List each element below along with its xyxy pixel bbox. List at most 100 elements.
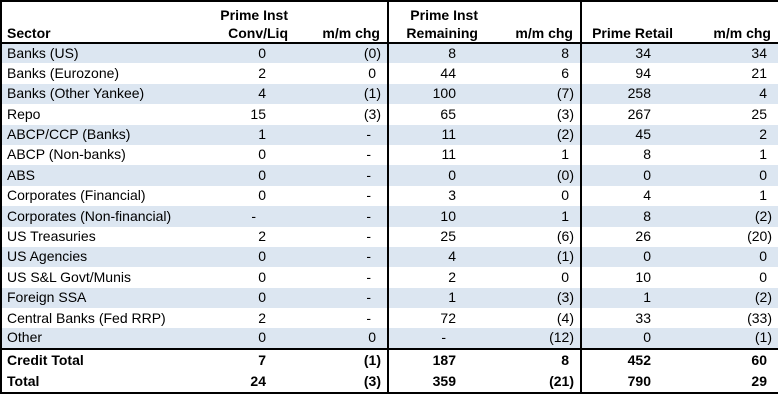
value-cell: 0 — [580, 328, 676, 349]
column-header-mm-chg-retail: m/m chg — [676, 1, 778, 44]
sector-cell: Central Banks (Fed RRP) — [7, 309, 166, 326]
value-cell: 0 — [258, 248, 266, 265]
value-cell: 25 — [387, 226, 481, 247]
value-cell: 0 — [368, 329, 376, 346]
value-cell: 25 — [751, 105, 767, 122]
table-row: US Agencies 0 -4 (1) 0 0 — [1, 246, 778, 268]
value-cell: 258 — [580, 83, 676, 105]
value-cell: (21) — [549, 372, 574, 389]
value-cell: 0 — [258, 146, 266, 163]
header-line2: Sector — [7, 24, 51, 41]
value-cell: 2 — [258, 309, 266, 326]
value-cell: 3 — [387, 185, 481, 207]
value-cell: (33) — [747, 309, 772, 326]
sector-cell: US S&L Govt/Munis — [7, 268, 131, 285]
table-header: Sector Prime Inst Conv/Liq m/m chg Prime… — [1, 1, 778, 44]
value-cell: 452 — [580, 347, 676, 371]
value-cell: 0 — [258, 44, 266, 61]
sector-cell: Credit Total — [1, 347, 206, 371]
value-cell: 10 — [580, 267, 676, 288]
value-cell: (6) — [556, 227, 574, 244]
value-cell: 0 — [368, 64, 376, 81]
value-cell: 1 — [580, 287, 676, 309]
header-line2: m/m chg — [322, 24, 380, 41]
value-cell: (1) — [754, 329, 772, 346]
value-cell: (2) — [556, 126, 574, 142]
sector-cell: Foreign SSA — [7, 289, 87, 306]
value-cell: - — [366, 309, 371, 326]
table-row: Credit Total 7 (1) 187 8 452 60 — [1, 347, 778, 371]
sector-cell: ABCP/CCP (Banks) — [7, 126, 131, 142]
value-cell: 0 — [561, 268, 569, 285]
value-cell: 11 — [387, 144, 481, 166]
value-cell: 15 — [250, 105, 266, 122]
value-cell: - — [366, 187, 371, 204]
header-line2: Remaining — [406, 24, 478, 41]
value-cell: 359 — [387, 370, 481, 393]
table-row: US Treasuries 2 -25 (6) 26 (20) — [1, 226, 778, 247]
value-cell: 4 — [759, 85, 767, 102]
value-cell: 34 — [580, 43, 676, 64]
value-cell: (0) — [556, 166, 574, 183]
value-cell: (3) — [363, 372, 381, 389]
table-row: Repo 15 (3) 65 (3) 267 25 — [1, 104, 778, 125]
sector-cell: Banks (Eurozone) — [7, 64, 120, 81]
sector-cell: Banks (Other Yankee) — [7, 85, 145, 102]
value-cell: 1 — [759, 146, 767, 163]
value-cell: 8 — [387, 43, 481, 64]
value-cell: (12) — [549, 329, 574, 346]
value-cell: 21 — [751, 64, 767, 81]
value-cell: (1) — [291, 347, 388, 371]
value-cell: 11 — [387, 124, 481, 145]
value-cell: (3) — [556, 105, 574, 122]
value-cell: 2 — [258, 227, 266, 244]
value-cell: 4 — [580, 185, 676, 207]
value-cell: 4 — [387, 246, 481, 268]
value-cell: 2 — [387, 267, 481, 288]
value-cell: 0 — [258, 187, 266, 204]
value-cell: 267 — [580, 104, 676, 125]
value-cell: (1) — [556, 248, 574, 265]
value-cell: (2) — [754, 207, 772, 224]
value-cell: 34 — [751, 44, 767, 61]
header-line2: m/m chg — [713, 24, 771, 41]
value-cell: - — [366, 227, 371, 244]
header-line1: Prime Inst — [220, 7, 288, 23]
value-cell: 4 — [258, 85, 266, 102]
sector-cell: Corporates (Non-financial) — [7, 207, 172, 224]
value-cell: 94 — [580, 63, 676, 84]
value-cell: 0 — [759, 248, 767, 265]
value-cell: - — [251, 207, 256, 224]
value-cell: 8 — [561, 44, 569, 61]
value-cell: 33 — [580, 308, 676, 329]
value-cell: (2) — [754, 289, 772, 306]
header-line2: Prime Retail — [592, 24, 673, 41]
value-cell: 0 — [561, 187, 569, 204]
table-row: Foreign SSA 0-1 (3) 1 (2) — [1, 287, 778, 309]
value-cell: 0 — [759, 166, 767, 183]
value-cell: 790 — [580, 370, 676, 393]
value-cell: - — [366, 268, 371, 285]
value-cell: 0 — [387, 165, 481, 186]
table-row: Corporates (Financial) 0-3 0 4 1 — [1, 185, 778, 207]
value-cell: (3) — [556, 289, 574, 306]
table-row: Banks (Eurozone) 2 0 44 6 94 21 — [1, 63, 778, 84]
sector-cell: Banks (US) — [7, 44, 79, 61]
value-cell: - — [366, 166, 371, 183]
value-cell: 0 — [258, 289, 266, 306]
value-cell: 0 — [258, 268, 266, 285]
header-line1: Prime Inst — [410, 7, 478, 23]
value-cell: 26 — [580, 226, 676, 247]
value-cell: 65 — [387, 104, 481, 125]
column-header-mm-chg-remaining: m/m chg — [481, 1, 581, 44]
value-cell: (4) — [556, 309, 574, 326]
value-cell: - — [366, 207, 371, 224]
value-cell: 10 — [387, 206, 481, 227]
value-cell: 0 — [258, 329, 266, 346]
value-cell: 72 — [387, 308, 481, 329]
table-row: Corporates (Non-financial) - -10 1 8 (2) — [1, 206, 778, 227]
table-row: US S&L Govt/Munis 0 -2 0 10 0 — [1, 267, 778, 288]
column-header-mm-chg-conv-liq: m/m chg — [291, 1, 388, 44]
value-cell: 29 — [751, 372, 767, 389]
